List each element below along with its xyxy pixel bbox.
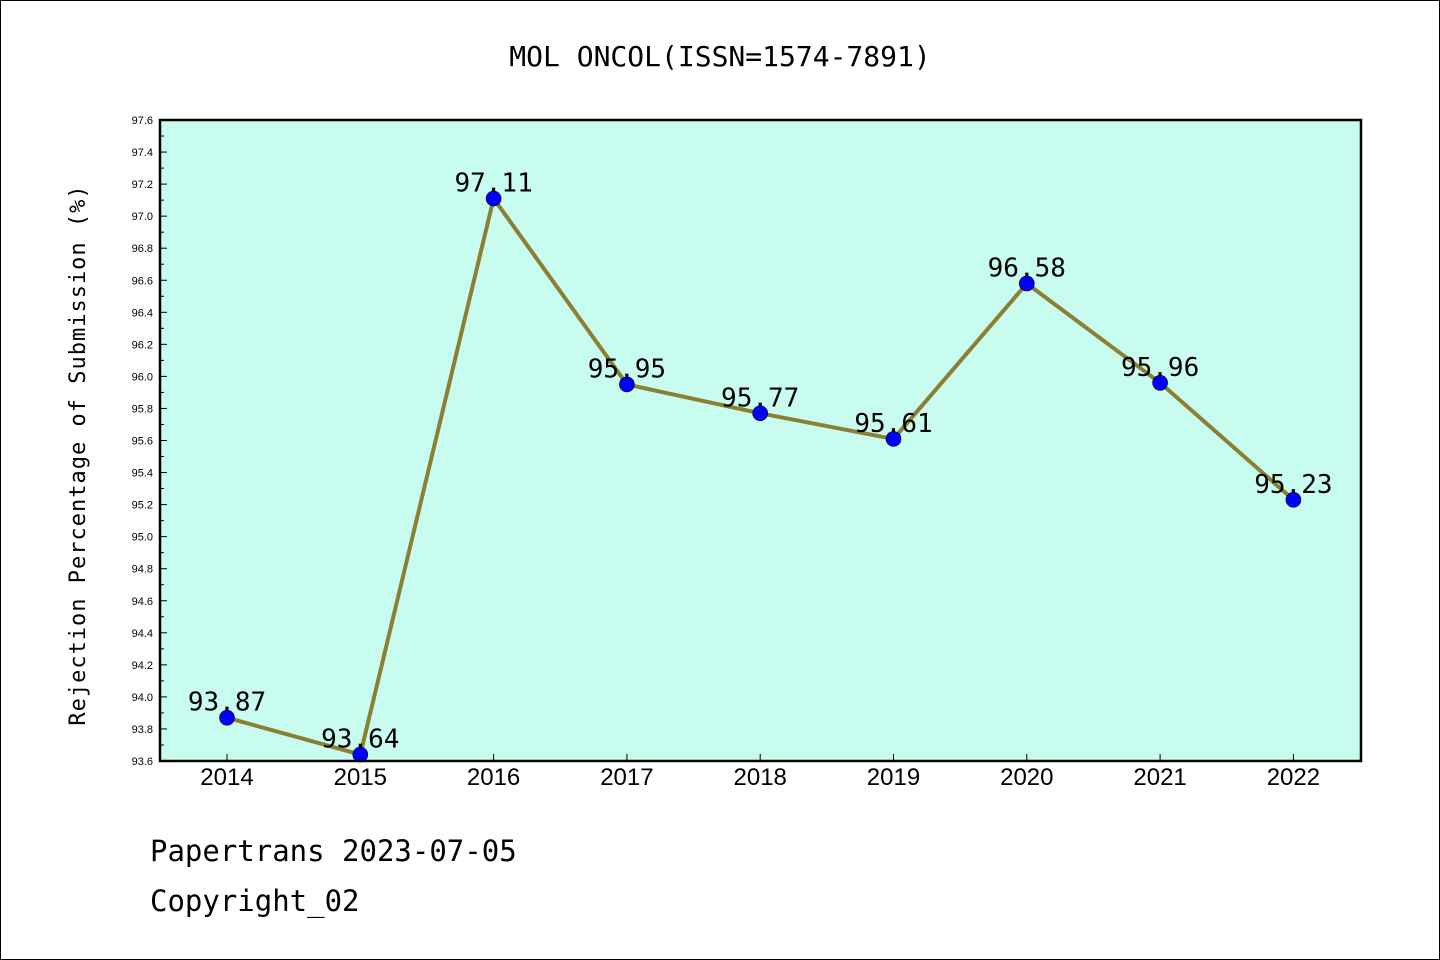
y-tick-label: 93.8 <box>132 724 153 736</box>
footer-copyright: Copyright_02 <box>150 884 360 918</box>
y-tick-label: 97.6 <box>132 115 153 127</box>
x-tick-label: 2022 <box>1267 764 1320 791</box>
y-tick-label: 97.2 <box>132 179 153 191</box>
y-tick-label: 94.0 <box>132 692 153 704</box>
plot-border <box>158 118 1363 763</box>
y-tick-label: 96.8 <box>132 243 153 255</box>
y-tick-label: 93.6 <box>132 756 153 768</box>
y-tick-label: 94.8 <box>132 564 153 576</box>
data-label: 95.95 <box>588 354 666 384</box>
data-point <box>619 376 635 393</box>
y-tick-label: 95.2 <box>132 500 153 512</box>
y-tick-label: 94.2 <box>132 660 153 672</box>
data-label: 95.61 <box>854 409 932 439</box>
x-tick-label: 2019 <box>867 764 920 791</box>
x-tick-label: 2017 <box>600 764 653 791</box>
data-label: 93.64 <box>321 725 399 755</box>
y-tick-label: 95.4 <box>132 468 153 480</box>
data-label: 95.96 <box>1121 353 1199 383</box>
x-tick-label: 2016 <box>467 764 520 791</box>
footer-date: Papertrans 2023-07-05 <box>150 834 517 868</box>
x-tick-label: 2014 <box>200 764 253 791</box>
y-tick-label: 96.0 <box>132 371 153 383</box>
x-tick-label: 2021 <box>1133 764 1186 791</box>
x-tick-label: 2015 <box>334 764 387 791</box>
axis-ticks: 93.6 93.8 94.0 94.2 94.4 94.6 94.8 95.0 95.2 95.4… <box>132 115 1321 791</box>
y-tick-label: 96.6 <box>132 275 153 287</box>
data-label: 95.77 <box>721 383 799 413</box>
y-tick-label: 96.4 <box>132 307 153 319</box>
x-tick-label: 2020 <box>1000 764 1053 791</box>
data-label: 95.23 <box>1254 470 1332 500</box>
series-layer: 93.87 93.64 97.11 95.95 95.77 95.61 96.58 95.96… <box>188 169 1333 763</box>
y-tick-label: 94.4 <box>132 628 153 640</box>
data-point <box>1285 491 1302 508</box>
y-tick-label: 95.8 <box>132 403 153 415</box>
y-tick-label: 96.2 <box>132 339 153 351</box>
data-label: 97.11 <box>454 169 532 199</box>
y-tick-label: 94.6 <box>132 596 153 608</box>
data-point <box>752 405 769 422</box>
y-tick-label: 97.4 <box>132 147 153 159</box>
data-point <box>885 431 902 447</box>
chart-title: MOL ONCOL(ISSN=1574-7891) <box>509 40 930 73</box>
data-point <box>485 190 502 207</box>
y-tick-label: 95.6 <box>132 436 153 448</box>
data-label: 96.58 <box>988 253 1066 283</box>
y-tick-label: 95.0 <box>132 532 153 544</box>
y-axis-label: Rejection Percentage of Submission (%) <box>66 184 91 725</box>
y-tick-label: 97.0 <box>132 211 153 223</box>
x-tick-label: 2018 <box>734 764 787 791</box>
data-point <box>219 709 235 726</box>
data-point <box>1019 275 1035 292</box>
data-label: 93.87 <box>188 688 266 718</box>
data-point <box>1152 375 1168 391</box>
plot-area <box>160 120 1361 761</box>
